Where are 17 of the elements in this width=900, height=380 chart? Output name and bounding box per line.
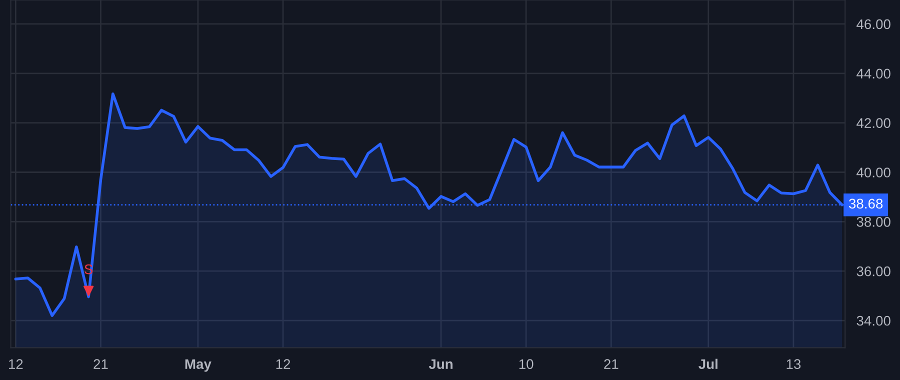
y-tick-label: 36.00 [856, 266, 890, 276]
y-tick-label: 46.00 [856, 19, 890, 30]
x-tick-label: 10 [519, 359, 534, 370]
ref-line-label: 38.68 [848, 198, 883, 209]
x-tick-label: 12 [8, 359, 23, 369]
x-tick-label: 21 [604, 359, 618, 369]
y-tick-label: 44.00 [856, 68, 890, 79]
x-tick-label: 12 [276, 359, 290, 369]
y-tick-label: 40.00 [856, 168, 890, 178]
x-tick-label: 13 [786, 359, 801, 370]
y-tick-label: 34.00 [856, 316, 890, 326]
x-tick-label: Jul [698, 358, 718, 370]
x-tick-label: May [185, 359, 212, 372]
y-tick-label: 42.00 [856, 118, 890, 128]
x-tick-label: Jun [428, 359, 452, 370]
x-tick-label: 21 [94, 359, 108, 369]
y-tick-label: 38.00 [856, 217, 890, 227]
